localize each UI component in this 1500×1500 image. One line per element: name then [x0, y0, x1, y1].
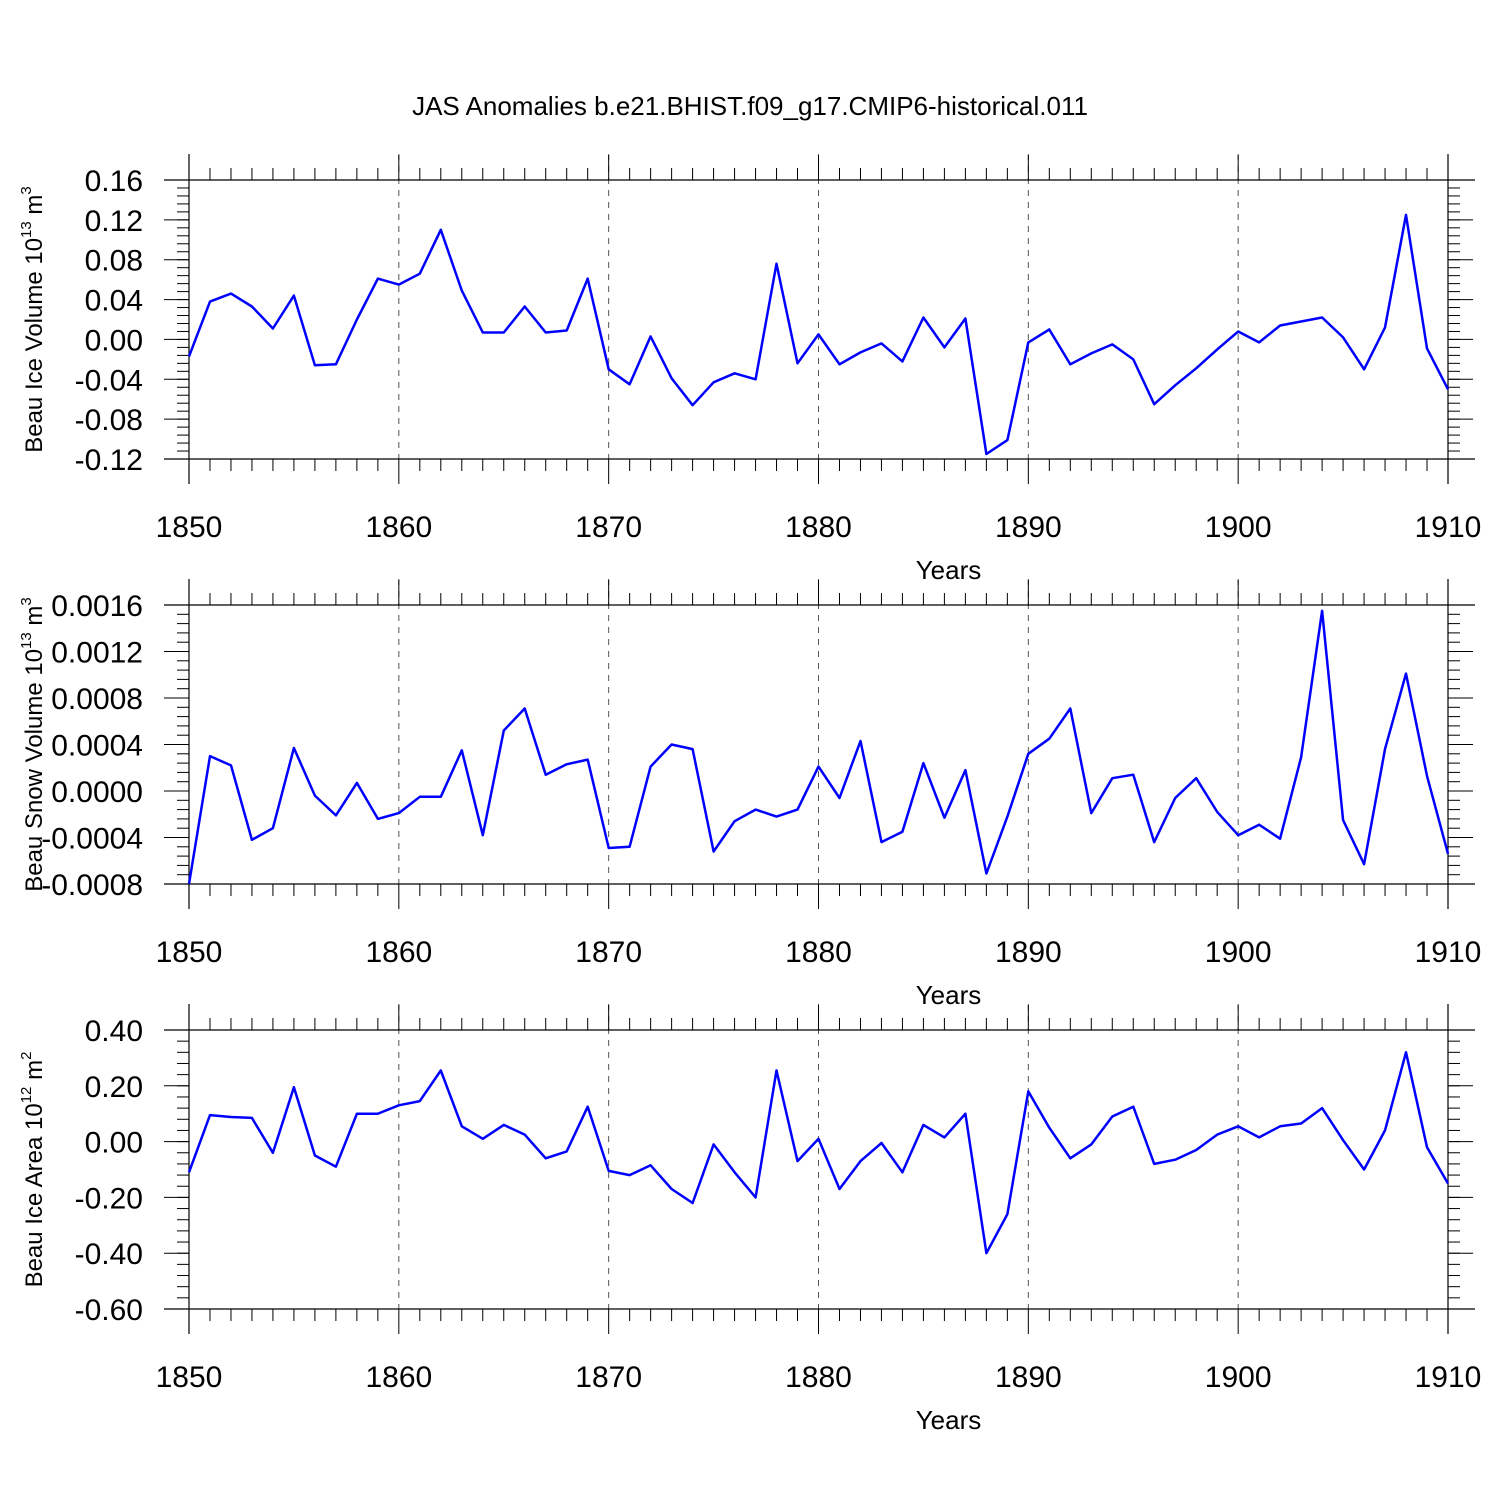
y-axis-title: Beau Ice Volume 1013 m3 [18, 186, 48, 453]
x-tick-label: 1910 [1415, 1361, 1482, 1394]
y-tick-label: 0.0016 [51, 590, 143, 623]
x-tick-label: 1880 [785, 936, 852, 969]
y-tick-label: -0.0008 [41, 869, 143, 902]
x-tick-label: 1860 [365, 1361, 432, 1394]
x-tick-label: 1870 [575, 511, 642, 544]
y-tick-label: 0.08 [85, 245, 143, 278]
series-line [187, 213, 1450, 456]
x-tick-label: 1890 [995, 1361, 1062, 1394]
x-axis-title: Years [916, 1405, 982, 1435]
y-tick-label: -0.12 [75, 444, 143, 477]
panel-2: -0.0008 -0.0004 0.0000 0.0004 0.0008 0.0012 0.… [18, 579, 1481, 1010]
y-tick-label: 0.00 [85, 1127, 143, 1160]
y-tick-label: 0.00 [85, 324, 143, 357]
y-tick-label: 0.04 [85, 285, 143, 318]
x-tick-label: 1880 [785, 1361, 852, 1394]
y-tick-label: 0.0008 [51, 683, 143, 716]
y-tick-label: 0.16 [85, 165, 143, 198]
x-tick-label: 1890 [995, 936, 1062, 969]
x-tick-label: 1910 [1415, 511, 1482, 544]
y-tick-label: 0.20 [85, 1071, 143, 1104]
x-tick-label: 1910 [1415, 936, 1482, 969]
series-line [187, 609, 1450, 885]
x-tick-label: 1850 [156, 511, 223, 544]
x-tick-label: 1850 [156, 936, 223, 969]
series-line [187, 1051, 1450, 1255]
y-tick-label: -0.08 [75, 404, 143, 437]
y-tick-label: 0.0000 [51, 776, 143, 809]
y-tick-label: -0.60 [75, 1294, 143, 1327]
x-tick-label: 1880 [785, 511, 852, 544]
panel-1: -0.12 -0.08 -0.04 0.00 0.04 0.08 0.12 0.16 1850 1… [18, 154, 1481, 585]
y-tick-label: -0.0004 [41, 823, 143, 856]
x-tick-label: 1870 [575, 936, 642, 969]
x-tick-label: 1860 [365, 936, 432, 969]
y-tick-label: 0.0012 [51, 637, 143, 670]
x-axis-title: Years [916, 555, 982, 585]
y-tick-label: -0.20 [75, 1182, 143, 1215]
y-axis-title: Beau Ice Area 1012 m2 [18, 1052, 48, 1288]
x-tick-label: 1850 [156, 1361, 223, 1394]
y-tick-label: 0.12 [85, 205, 143, 238]
chart-title: JAS Anomalies b.e21.BHIST.f09_g17.CMIP6-… [412, 91, 1088, 121]
x-tick-label: 1870 [575, 1361, 642, 1394]
y-tick-label: -0.40 [75, 1238, 143, 1271]
y-tick-label: 0.0004 [51, 730, 143, 763]
y-tick-label: 0.40 [85, 1015, 143, 1048]
y-axis-title: Beau Snow Volume 1013 m3 [18, 597, 48, 892]
x-axis-title: Years [916, 980, 982, 1010]
x-tick-label: 1900 [1205, 511, 1272, 544]
panel-3: -0.60 -0.40 -0.20 0.00 0.20 0.40 1850 1860 1870 1… [18, 1004, 1481, 1435]
x-tick-label: 1890 [995, 511, 1062, 544]
x-tick-label: 1860 [365, 511, 432, 544]
y-tick-label: -0.04 [75, 364, 143, 397]
x-tick-label: 1900 [1205, 1361, 1272, 1394]
x-tick-label: 1900 [1205, 936, 1272, 969]
